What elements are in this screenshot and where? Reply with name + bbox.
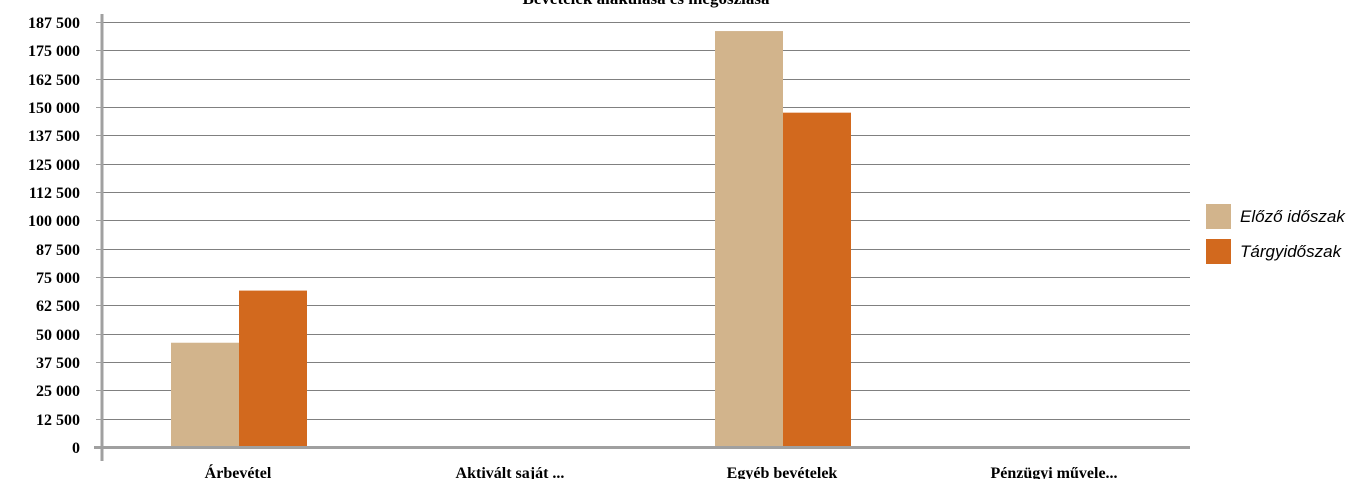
y-tick-label: 12 500: [36, 412, 80, 429]
y-tick-label: 150 000: [28, 100, 80, 117]
legend: Előző időszak Tárgyidőszak: [1206, 204, 1346, 264]
y-tick-label: 87 500: [36, 242, 80, 259]
y-tick-label: 187 500: [28, 15, 80, 32]
y-axis-tick-labels: 0 12 500 25 000 37 500 50 000 62 500 75 000 87 …: [28, 15, 80, 457]
y-tick-label: 37 500: [36, 355, 80, 372]
axes: [94, 14, 1190, 461]
bar: [171, 342, 239, 447]
bar: [783, 112, 851, 448]
x-category-label: Egyéb bevételek: [727, 465, 838, 479]
bar: [239, 290, 307, 447]
y-tick-label: 175 000: [28, 43, 80, 60]
legend-swatch: [1206, 204, 1231, 229]
y-tick-label: 50 000: [36, 327, 80, 344]
legend-label: Előző időszak: [1240, 207, 1346, 226]
chart-title: Bevételek alakulása és megoszlása: [523, 0, 770, 8]
legend-label: Tárgyidőszak: [1240, 242, 1343, 261]
y-tick-label: 112 500: [29, 185, 80, 202]
y-tick-label: 75 000: [36, 270, 80, 287]
y-tick-label: 162 500: [28, 72, 80, 89]
x-axis-category-labels: Árbevétel Aktivált saját ... Egyéb bevétel…: [205, 463, 1118, 479]
y-tick-label: 100 000: [28, 213, 80, 230]
y-tick-label: 62 500: [36, 298, 80, 315]
y-tick-label: 137 500: [28, 128, 80, 145]
x-category-label: Árbevétel: [205, 463, 272, 479]
bars: [171, 31, 851, 448]
y-tick-label: 0: [72, 440, 80, 457]
y-tick-label: 25 000: [36, 383, 80, 400]
bar: [715, 31, 783, 448]
x-category-label: Pénzügyi művele...: [990, 465, 1117, 479]
legend-swatch: [1206, 239, 1231, 264]
y-tick-label: 125 000: [28, 157, 80, 174]
x-category-label: Aktivált saját ...: [456, 465, 565, 479]
